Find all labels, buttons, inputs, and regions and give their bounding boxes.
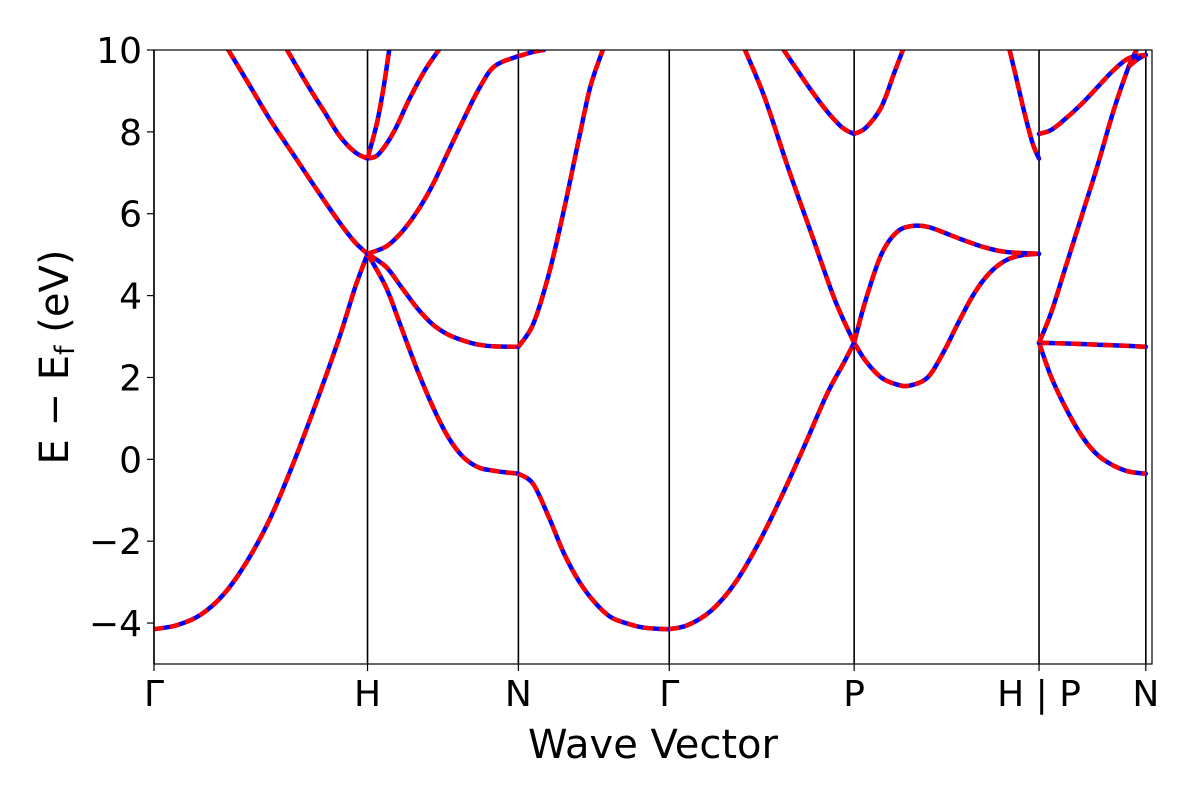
y-axis-label: E − Ef (eV) [32,250,81,465]
y-axis-label-unit: (eV) [32,250,78,346]
band-line-dashed [365,252,519,476]
band-line-dashed [668,341,857,632]
band-line-dashed [851,223,1040,344]
y-axis-ticks: −4 −2 0 2 4 6 8 10 [89,31,154,645]
band-line-dashed [1036,341,1147,476]
band-line-dashed [1038,52,1147,137]
band-line-dashed [366,53,520,256]
plot-area-background [154,50,1152,664]
band-line-dashed [285,50,369,161]
y-tick-label: −4 [89,604,142,645]
band-line-solid [851,251,1042,389]
y-tick-label: 8 [119,113,142,154]
plot-frame [153,49,1153,665]
x-tick-label: H | P [997,674,1081,715]
band-line-dashed [853,50,905,136]
band-line-dashed [1036,50,1139,344]
x-tick-label: Γ [659,674,679,715]
y-tick-label: −2 [89,522,142,563]
x-tick-label: H [354,674,381,715]
x-axis-label: Wave Vector [528,722,779,768]
band-line-dashed [365,50,392,160]
band-line-dashed [516,50,605,349]
x-tick-label: N [1132,674,1159,715]
x-axis-ticks: Γ H N Γ P H | P N [144,664,1159,715]
x-tick-label: Γ [144,674,164,715]
y-tick-label: 10 [96,31,142,72]
band-line-dashed [366,251,519,350]
band-line-dashed [366,50,441,161]
band-lines [154,50,1149,632]
x-tick-label: P [843,674,865,715]
y-axis-label-subscript: f [50,344,81,355]
band-line-dashed [1038,340,1146,350]
band-line-dashed [154,253,370,632]
band-line-dashed [226,50,370,256]
y-tick-label: 2 [119,358,142,399]
band-line-dashed [781,50,856,136]
y-tick-label: 6 [119,195,142,236]
y-axis-label-main: E − E [32,355,78,465]
y-tick-label: 4 [119,277,142,318]
x-tick-label: N [505,674,532,715]
y-tick-label: 0 [119,440,142,481]
band-line-dashed [1007,50,1042,160]
band-line-dashed [1127,52,1147,69]
band-line-dashed [743,50,857,344]
band-line-dashed [517,471,670,632]
